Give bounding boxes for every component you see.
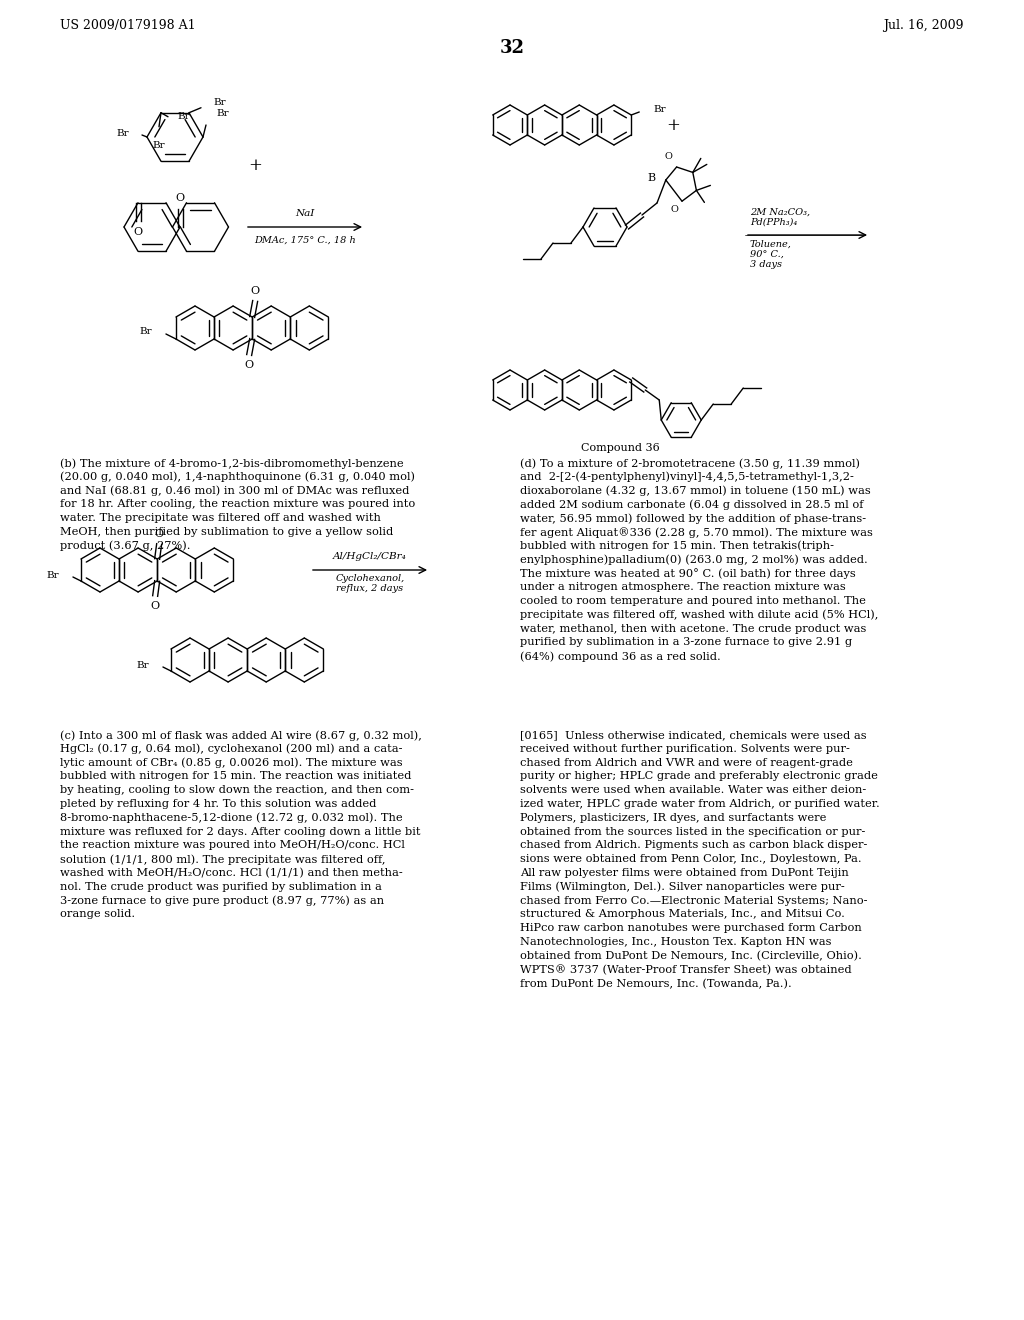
Text: 3 days: 3 days (750, 260, 782, 269)
Text: the reaction mixture was poured into MeOH/H₂O/conc. HCl: the reaction mixture was poured into MeO… (60, 841, 404, 850)
Text: mixture was refluxed for 2 days. After cooling down a little bit: mixture was refluxed for 2 days. After c… (60, 826, 421, 837)
Text: Films (Wilmington, Del.). Silver nanoparticles were pur-: Films (Wilmington, Del.). Silver nanopar… (520, 882, 845, 892)
Text: The mixture was heated at 90° C. (oil bath) for three days: The mixture was heated at 90° C. (oil ba… (520, 569, 856, 579)
Text: Polymers, plasticizers, IR dyes, and surfactants were: Polymers, plasticizers, IR dyes, and sur… (520, 813, 826, 822)
Text: O: O (133, 227, 142, 236)
Text: Pd(PPh₃)₄: Pd(PPh₃)₄ (750, 218, 798, 227)
Text: Br: Br (177, 112, 189, 121)
Text: Br: Br (139, 327, 152, 337)
Text: (20.00 g, 0.040 mol), 1,4-naphthoquinone (6.31 g, 0.040 mol): (20.00 g, 0.040 mol), 1,4-naphthoquinone… (60, 471, 415, 482)
Text: Br: Br (136, 660, 148, 669)
Text: and NaI (68.81 g, 0.46 mol) in 300 ml of DMAc was refluxed: and NaI (68.81 g, 0.46 mol) in 300 ml of… (60, 486, 410, 496)
Text: from DuPont De Nemours, Inc. (Towanda, Pa.).: from DuPont De Nemours, Inc. (Towanda, P… (520, 978, 792, 989)
Text: nol. The crude product was purified by sublimation in a: nol. The crude product was purified by s… (60, 882, 382, 892)
Text: pleted by refluxing for 4 hr. To this solution was added: pleted by refluxing for 4 hr. To this so… (60, 799, 377, 809)
Text: (d) To a mixture of 2-bromotetracene (3.50 g, 11.39 mmol): (d) To a mixture of 2-bromotetracene (3.… (520, 458, 860, 469)
Text: O: O (251, 286, 260, 296)
Text: 3-zone furnace to give pure product (8.97 g, 77%) as an: 3-zone furnace to give pure product (8.9… (60, 895, 384, 906)
Text: NaI: NaI (295, 209, 314, 218)
Text: cooled to room temperature and poured into methanol. The: cooled to room temperature and poured in… (520, 597, 866, 606)
Text: water, 56.95 mmol) followed by the addition of phase-trans-: water, 56.95 mmol) followed by the addit… (520, 513, 866, 524)
Text: dioxaborolane (4.32 g, 13.67 mmol) in toluene (150 mL) was: dioxaborolane (4.32 g, 13.67 mmol) in to… (520, 486, 870, 496)
Text: MeOH, then purified by sublimation to give a yellow solid: MeOH, then purified by sublimation to gi… (60, 527, 393, 537)
Text: HiPco raw carbon nanotubes were purchased form Carbon: HiPco raw carbon nanotubes were purchase… (520, 923, 862, 933)
Text: washed with MeOH/H₂O/conc. HCl (1/1/1) and then metha-: washed with MeOH/H₂O/conc. HCl (1/1/1) a… (60, 869, 402, 878)
Text: under a nitrogen atmosphere. The reaction mixture was: under a nitrogen atmosphere. The reactio… (520, 582, 846, 593)
Text: ized water, HPLC grade water from Aldrich, or purified water.: ized water, HPLC grade water from Aldric… (520, 799, 880, 809)
Text: Br: Br (216, 108, 228, 117)
Text: Br: Br (213, 98, 225, 107)
Text: received without further purification. Solvents were pur-: received without further purification. S… (520, 743, 850, 754)
Text: obtained from the sources listed in the specification or pur-: obtained from the sources listed in the … (520, 826, 865, 837)
Text: Br: Br (153, 141, 165, 149)
Text: Toluene,: Toluene, (750, 240, 792, 249)
Text: water, methanol, then with acetone. The crude product was: water, methanol, then with acetone. The … (520, 623, 866, 634)
Text: Br: Br (653, 106, 666, 115)
Text: (64%) compound 36 as a red solid.: (64%) compound 36 as a red solid. (520, 651, 721, 661)
Text: O: O (665, 152, 673, 161)
Text: B: B (647, 173, 655, 183)
Text: (b) The mixture of 4-bromo-1,2-bis-dibromomethyl-benzene: (b) The mixture of 4-bromo-1,2-bis-dibro… (60, 458, 403, 469)
Text: fer agent Aliquat®336 (2.28 g, 5.70 mmol). The mixture was: fer agent Aliquat®336 (2.28 g, 5.70 mmol… (520, 527, 872, 537)
Text: 32: 32 (500, 40, 524, 57)
Text: Al/HgCl₂/CBr₄: Al/HgCl₂/CBr₄ (333, 552, 407, 561)
Text: WPTS® 3737 (Water-Proof Transfer Sheet) was obtained: WPTS® 3737 (Water-Proof Transfer Sheet) … (520, 965, 852, 975)
Text: US 2009/0179198 A1: US 2009/0179198 A1 (60, 18, 196, 32)
Text: water. The precipitate was filtered off and washed with: water. The precipitate was filtered off … (60, 513, 381, 523)
Text: solvents were used when available. Water was either deion-: solvents were used when available. Water… (520, 785, 866, 795)
Text: lytic amount of CBr₄ (0.85 g, 0.0026 mol). The mixture was: lytic amount of CBr₄ (0.85 g, 0.0026 mol… (60, 758, 402, 768)
Text: +: + (248, 157, 262, 173)
Text: purity or higher; HPLC grade and preferably electronic grade: purity or higher; HPLC grade and prefera… (520, 771, 878, 781)
Text: product (3.67 g, 27%).: product (3.67 g, 27%). (60, 541, 190, 552)
Text: solution (1/1/1, 800 ml). The precipitate was filtered off,: solution (1/1/1, 800 ml). The precipitat… (60, 854, 385, 865)
Text: Nanotechnologies, Inc., Houston Tex. Kapton HN was: Nanotechnologies, Inc., Houston Tex. Kap… (520, 937, 831, 946)
Text: chased from Aldrich and VWR and were of reagent-grade: chased from Aldrich and VWR and were of … (520, 758, 853, 768)
Text: reflux, 2 days: reflux, 2 days (337, 583, 403, 593)
Text: added 2M sodium carbonate (6.04 g dissolved in 28.5 ml of: added 2M sodium carbonate (6.04 g dissol… (520, 499, 863, 510)
Text: All raw polyester films were obtained from DuPont Teijin: All raw polyester films were obtained fr… (520, 869, 849, 878)
Text: 2M Na₂CO₃,: 2M Na₂CO₃, (750, 209, 810, 216)
Text: (c) Into a 300 ml of flask was added Al wire (8.67 g, 0.32 mol),: (c) Into a 300 ml of flask was added Al … (60, 730, 422, 741)
Text: enylphosphine)palladium(0) (263.0 mg, 2 mol%) was added.: enylphosphine)palladium(0) (263.0 mg, 2 … (520, 554, 867, 565)
Text: DMAc, 175° C., 18 h: DMAc, 175° C., 18 h (254, 236, 356, 246)
Text: Compound 36: Compound 36 (581, 444, 659, 453)
Text: chased from Ferro Co.—Electronic Material Systems; Nano-: chased from Ferro Co.—Electronic Materia… (520, 895, 867, 906)
Text: Jul. 16, 2009: Jul. 16, 2009 (884, 18, 964, 32)
Text: purified by sublimation in a 3-zone furnace to give 2.91 g: purified by sublimation in a 3-zone furn… (520, 638, 852, 647)
Text: O: O (155, 529, 164, 539)
Text: [0165]  Unless otherwise indicated, chemicals were used as: [0165] Unless otherwise indicated, chemi… (520, 730, 866, 741)
Text: 8-bromo-naphthacene-5,12-dione (12.72 g, 0.032 mol). The: 8-bromo-naphthacene-5,12-dione (12.72 g,… (60, 813, 402, 824)
Text: obtained from DuPont De Nemours, Inc. (Circleville, Ohio).: obtained from DuPont De Nemours, Inc. (C… (520, 950, 862, 961)
Text: precipitate was filtered off, washed with dilute acid (5% HCl),: precipitate was filtered off, washed wit… (520, 610, 879, 620)
Text: +: + (667, 116, 681, 133)
Text: O: O (151, 601, 160, 611)
Text: O: O (245, 360, 254, 370)
Text: O: O (670, 205, 678, 214)
Text: Cyclohexanol,: Cyclohexanol, (336, 574, 404, 583)
Text: Br: Br (46, 570, 59, 579)
Text: orange solid.: orange solid. (60, 909, 135, 920)
Text: O: O (175, 193, 184, 203)
Text: for 18 hr. After cooling, the reaction mixture was poured into: for 18 hr. After cooling, the reaction m… (60, 499, 416, 510)
Text: structured & Amorphous Materials, Inc., and Mitsui Co.: structured & Amorphous Materials, Inc., … (520, 909, 845, 920)
Text: bubbled with nitrogen for 15 min. The reaction was initiated: bubbled with nitrogen for 15 min. The re… (60, 771, 412, 781)
Text: sions were obtained from Penn Color, Inc., Doylestown, Pa.: sions were obtained from Penn Color, Inc… (520, 854, 861, 865)
Text: Br: Br (117, 129, 129, 139)
Text: 90° C.,: 90° C., (750, 249, 784, 259)
Text: HgCl₂ (0.17 g, 0.64 mol), cyclohexanol (200 ml) and a cata-: HgCl₂ (0.17 g, 0.64 mol), cyclohexanol (… (60, 743, 402, 754)
Text: chased from Aldrich. Pigments such as carbon black disper-: chased from Aldrich. Pigments such as ca… (520, 841, 867, 850)
Text: and  2-[2-(4-pentylphenyl)vinyl]-4,4,5,5-tetramethyl-1,3,2-: and 2-[2-(4-pentylphenyl)vinyl]-4,4,5,5-… (520, 471, 854, 482)
Text: bubbled with nitrogen for 15 min. Then tetrakis(triph-: bubbled with nitrogen for 15 min. Then t… (520, 541, 834, 552)
Text: by heating, cooling to slow down the reaction, and then com-: by heating, cooling to slow down the rea… (60, 785, 414, 795)
